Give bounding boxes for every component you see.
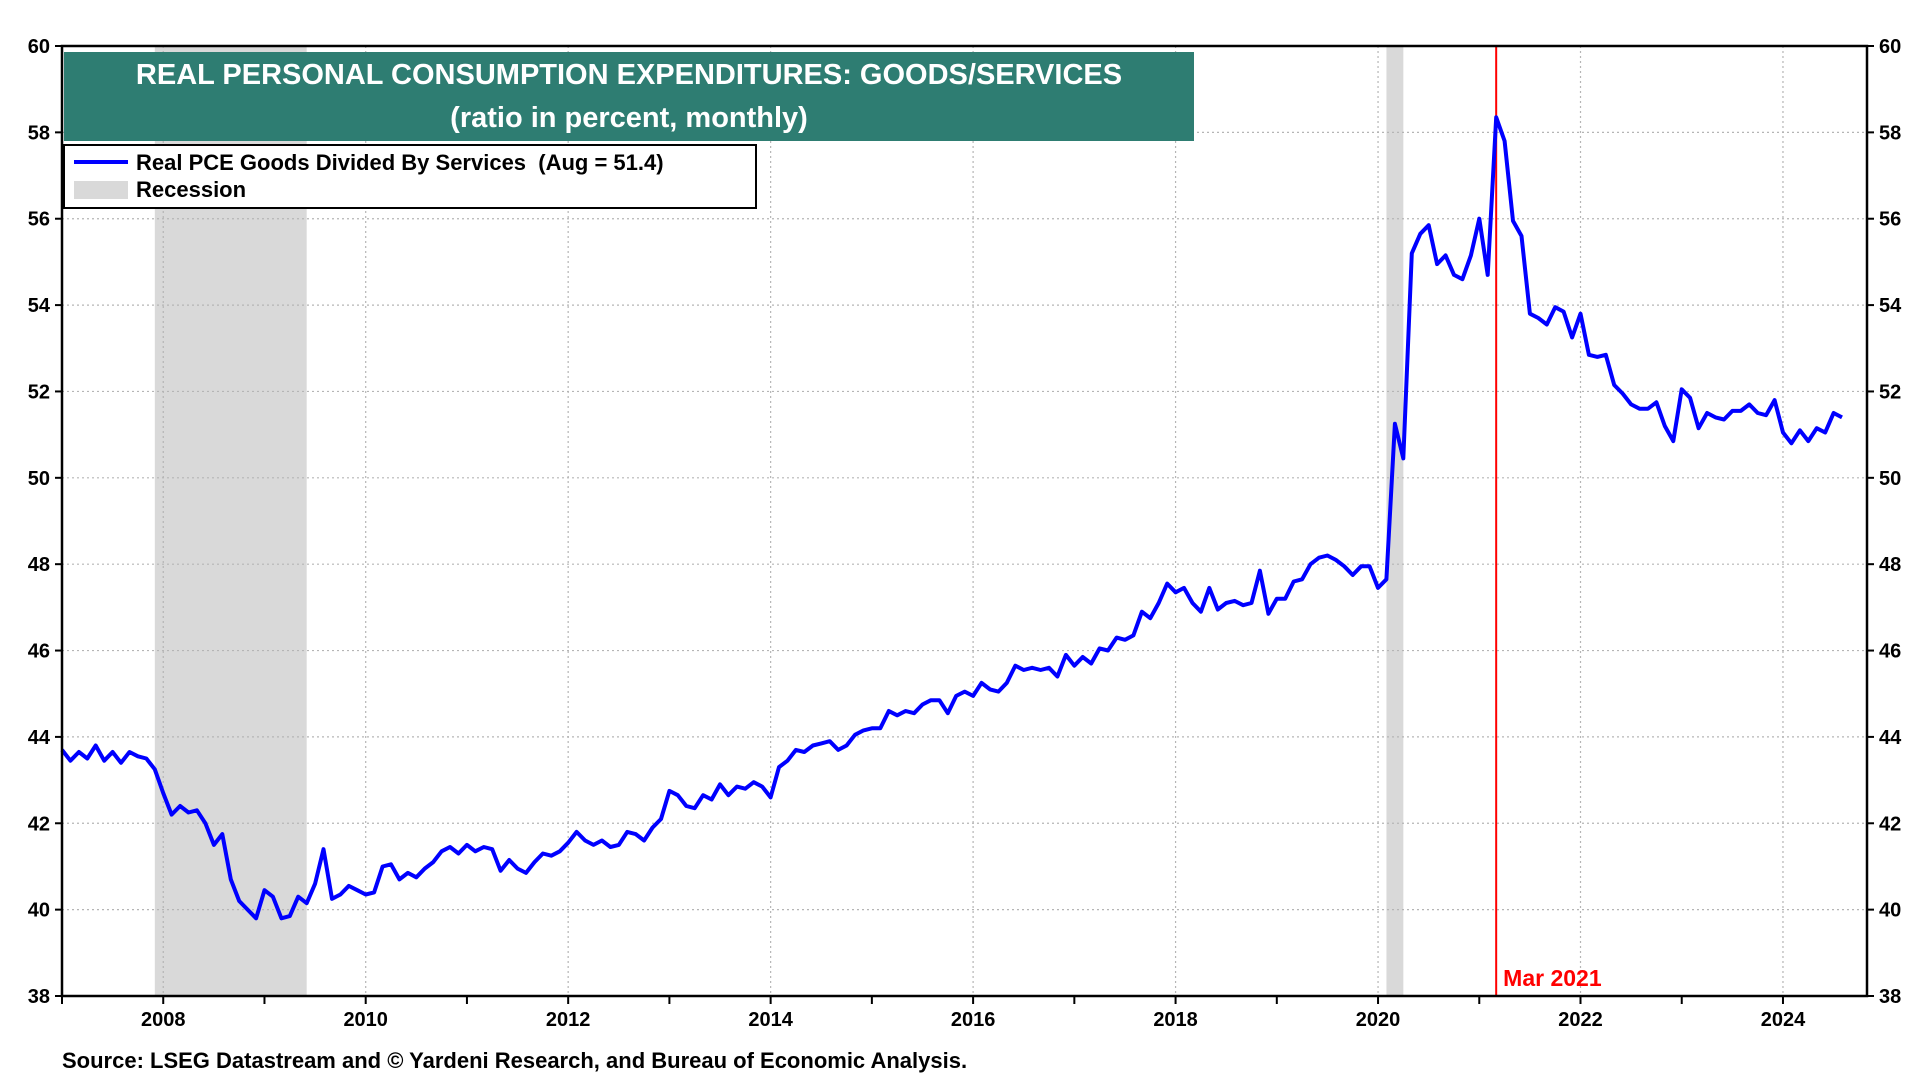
y-tick-label-left-0: 38 (28, 986, 50, 1008)
x-tick-label-4: 2016 (951, 1009, 996, 1031)
legend-box (63, 144, 757, 209)
series-line-0 (60, 115, 1843, 921)
y-tick-label-right-4: 46 (1879, 641, 1901, 663)
marker-label: Mar 2021 (1503, 965, 1602, 991)
y-tick-label-right-2: 42 (1879, 813, 1901, 835)
source-note: Source: LSEG Datastream and © Yardeni Re… (62, 1048, 967, 1073)
x-tick-label-7: 2022 (1558, 1009, 1603, 1031)
y-tick-label-left-1: 40 (28, 900, 50, 922)
y-tick-label-right-7: 52 (1879, 381, 1901, 403)
event-marker: Mar 2021 (1495, 46, 1602, 996)
x-tick-label-2: 2012 (546, 1009, 591, 1031)
x-tick-label-6: 2020 (1356, 1009, 1401, 1031)
y-tick-label-left-4: 46 (28, 641, 50, 663)
plot-frame (60, 44, 1869, 998)
x-tick-label-5: 2018 (1153, 1009, 1198, 1031)
y-tick-label-right-0: 38 (1879, 986, 1901, 1008)
legend-swatch-recession (74, 181, 128, 199)
y-tick-label-left-3: 44 (28, 727, 51, 749)
y-tick-label-right-10: 58 (1879, 122, 1901, 144)
x-tick-label-1: 2010 (343, 1009, 388, 1031)
title-background (64, 52, 1194, 141)
y-tick-label-left-9: 56 (28, 209, 50, 231)
x-tick-label-3: 2014 (748, 1009, 793, 1031)
y-tick-label-right-5: 48 (1879, 554, 1901, 576)
y-tick-label-left-7: 52 (28, 381, 50, 403)
y-tick-label-right-9: 56 (1879, 209, 1901, 231)
x-tick-label-0: 2008 (141, 1009, 186, 1031)
y-tick-label-left-2: 42 (28, 813, 50, 835)
legend: Real PCE Goods Divided By Services (Aug … (63, 144, 757, 209)
x-tick-label-8: 2024 (1761, 1009, 1806, 1031)
y-tick-label-right-1: 40 (1879, 900, 1901, 922)
y-tick-label-right-8: 54 (1879, 295, 1902, 317)
legend-label-series: Real PCE Goods Divided By Services (Aug … (136, 150, 664, 175)
y-tick-label-left-6: 50 (28, 468, 50, 490)
y-tick-label-right-11: 60 (1879, 36, 1901, 58)
grid-lines (62, 46, 1867, 996)
y-tick-label-right-6: 50 (1879, 468, 1901, 490)
recession-band-1 (1386, 46, 1404, 996)
chart-title: REAL PERSONAL CONSUMPTION EXPENDITURES: … (136, 59, 1122, 91)
axes: 38 38 40 40 42 42 44 44 46 46 48 48 50 50 52 52 54 54 56 56… (28, 36, 1902, 1031)
y-tick-label-left-8: 54 (28, 295, 51, 317)
chart-subtitle: (ratio in percent, monthly) (450, 102, 808, 134)
y-tick-label-right-3: 44 (1879, 727, 1902, 749)
y-tick-label-left-10: 58 (28, 122, 50, 144)
y-tick-label-left-11: 60 (28, 36, 50, 58)
series-layer (60, 115, 1843, 921)
legend-label-recession: Recession (136, 177, 246, 202)
y-tick-label-left-5: 48 (28, 554, 50, 576)
title-box: REAL PERSONAL CONSUMPTION EXPENDITURES: … (64, 52, 1194, 141)
